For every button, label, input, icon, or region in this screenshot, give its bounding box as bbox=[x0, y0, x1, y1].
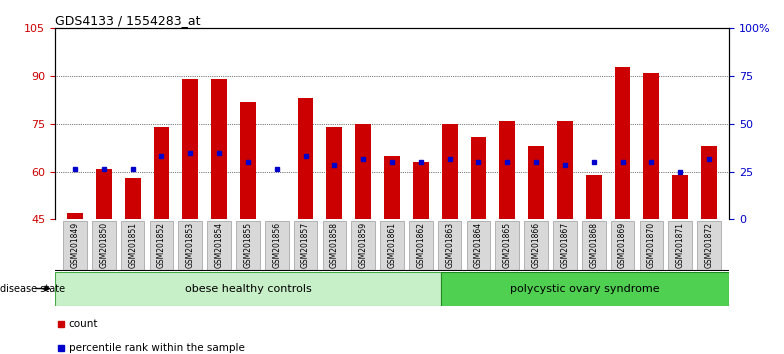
FancyBboxPatch shape bbox=[409, 221, 433, 270]
Bar bbox=[211, 79, 227, 354]
Bar bbox=[586, 175, 601, 354]
Text: GSM201852: GSM201852 bbox=[157, 222, 166, 268]
Text: GSM201869: GSM201869 bbox=[618, 222, 627, 268]
Text: GSM201857: GSM201857 bbox=[301, 222, 310, 268]
Text: GSM201859: GSM201859 bbox=[359, 222, 368, 268]
FancyBboxPatch shape bbox=[207, 221, 231, 270]
Text: GSM201863: GSM201863 bbox=[445, 222, 454, 268]
Bar bbox=[183, 79, 198, 354]
FancyBboxPatch shape bbox=[437, 221, 462, 270]
Text: polycystic ovary syndrome: polycystic ovary syndrome bbox=[510, 284, 660, 293]
FancyBboxPatch shape bbox=[150, 221, 173, 270]
FancyBboxPatch shape bbox=[92, 221, 116, 270]
FancyBboxPatch shape bbox=[697, 221, 720, 270]
Bar bbox=[499, 121, 515, 354]
Bar bbox=[413, 162, 429, 354]
FancyBboxPatch shape bbox=[495, 221, 519, 270]
Text: GSM201856: GSM201856 bbox=[272, 222, 281, 268]
Text: GSM201850: GSM201850 bbox=[100, 222, 108, 268]
FancyBboxPatch shape bbox=[553, 221, 577, 270]
Bar bbox=[67, 213, 83, 354]
Bar bbox=[528, 146, 544, 354]
Bar bbox=[298, 98, 314, 354]
Text: GSM201868: GSM201868 bbox=[590, 222, 598, 268]
Text: GSM201853: GSM201853 bbox=[186, 222, 194, 268]
Text: GSM201851: GSM201851 bbox=[128, 222, 137, 268]
Bar bbox=[240, 102, 256, 354]
FancyBboxPatch shape bbox=[524, 221, 548, 270]
Bar bbox=[125, 178, 140, 354]
Text: count: count bbox=[69, 319, 98, 329]
Bar bbox=[470, 137, 486, 354]
FancyBboxPatch shape bbox=[611, 221, 634, 270]
Bar bbox=[557, 121, 573, 354]
FancyBboxPatch shape bbox=[236, 221, 260, 270]
Text: GSM201872: GSM201872 bbox=[705, 222, 713, 268]
FancyBboxPatch shape bbox=[265, 221, 289, 270]
Text: GSM201861: GSM201861 bbox=[387, 222, 397, 268]
Text: GSM201864: GSM201864 bbox=[474, 222, 483, 268]
Text: GSM201862: GSM201862 bbox=[416, 222, 425, 268]
Bar bbox=[701, 146, 717, 354]
Bar bbox=[644, 73, 659, 354]
Text: GSM201855: GSM201855 bbox=[243, 222, 252, 268]
Text: GSM201866: GSM201866 bbox=[532, 222, 541, 268]
Bar bbox=[96, 169, 112, 354]
Bar bbox=[441, 124, 458, 354]
FancyBboxPatch shape bbox=[380, 221, 404, 270]
Bar bbox=[269, 219, 285, 354]
Bar bbox=[672, 175, 688, 354]
Text: disease state: disease state bbox=[0, 284, 65, 293]
Bar bbox=[615, 67, 630, 354]
Text: GSM201858: GSM201858 bbox=[330, 222, 339, 268]
Text: obese healthy controls: obese healthy controls bbox=[184, 284, 311, 293]
FancyBboxPatch shape bbox=[582, 221, 605, 270]
FancyBboxPatch shape bbox=[441, 272, 729, 306]
Text: GSM201867: GSM201867 bbox=[561, 222, 569, 268]
FancyBboxPatch shape bbox=[294, 221, 318, 270]
Bar bbox=[154, 127, 169, 354]
FancyBboxPatch shape bbox=[121, 221, 144, 270]
Text: percentile rank within the sample: percentile rank within the sample bbox=[69, 343, 245, 353]
FancyBboxPatch shape bbox=[466, 221, 490, 270]
FancyBboxPatch shape bbox=[351, 221, 375, 270]
FancyBboxPatch shape bbox=[64, 221, 87, 270]
Bar bbox=[326, 127, 343, 354]
FancyBboxPatch shape bbox=[322, 221, 347, 270]
FancyBboxPatch shape bbox=[640, 221, 663, 270]
FancyBboxPatch shape bbox=[55, 272, 441, 306]
Bar bbox=[355, 124, 371, 354]
Text: GDS4133 / 1554283_at: GDS4133 / 1554283_at bbox=[55, 14, 201, 27]
FancyBboxPatch shape bbox=[668, 221, 692, 270]
Text: GSM201871: GSM201871 bbox=[676, 222, 684, 268]
Text: GSM201870: GSM201870 bbox=[647, 222, 656, 268]
FancyBboxPatch shape bbox=[179, 221, 202, 270]
Text: GSM201849: GSM201849 bbox=[71, 222, 79, 268]
Bar bbox=[384, 156, 400, 354]
Text: GSM201865: GSM201865 bbox=[503, 222, 512, 268]
Text: GSM201854: GSM201854 bbox=[215, 222, 223, 268]
